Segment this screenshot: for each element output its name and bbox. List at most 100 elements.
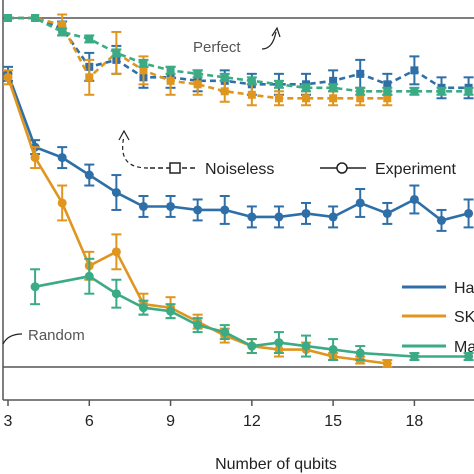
ma-noiseless-point [356,87,365,96]
ha-noiseless-series [4,14,474,100]
ma-noiseless-point [193,69,202,78]
sk-noiseless-line [8,16,388,100]
sk-experiment-point [57,198,67,208]
sk-noiseless-point [302,94,311,103]
ma-noiseless-point [274,80,283,89]
ha-experiment-line [6,73,469,222]
ma-noiseless-point [58,27,67,36]
sk-experiment-point [111,247,121,257]
x-tick-label: 15 [324,413,342,430]
ha-experiment-point [247,212,257,222]
reference-lines [3,17,474,368]
ma-noiseless-point [220,73,229,82]
ma-experiment-point [138,303,148,313]
ma-experiment-point [84,271,94,281]
x-axis-label: Number of qubits [215,456,337,473]
x-tick-label: 6 [85,413,94,430]
sk-noiseless-point [329,94,338,103]
ha-experiment-point [301,208,311,218]
x-tick-label: 12 [243,413,261,430]
ma-noiseless-line [8,16,469,93]
ma-experiment-point [220,327,230,337]
ha-experiment-point [57,153,67,163]
ma-noiseless-point [247,76,256,85]
ma-experiment-point [30,282,40,292]
x-tick-label: 18 [405,413,423,430]
ha-experiment-point [166,201,176,211]
sk-experiment-point [3,72,13,82]
ha-experiment-point [382,208,392,218]
ha-experiment-series [3,65,474,232]
ma-experiment-point [355,348,365,358]
ha-experiment-point [355,198,365,208]
ma-experiment-point [274,338,284,348]
perfect-arrow [261,31,277,50]
ha-experiment-point [436,215,446,225]
ma-experiment-point [328,345,338,355]
noiseless-arrowhead [118,129,130,141]
ha-experiment-point [111,188,121,197]
x-tick-label: 9 [166,413,175,430]
ma-experiment-series [30,257,474,362]
noiseless-arrow [122,135,149,169]
sk-noiseless-point [58,20,67,29]
ha-noiseless-point [383,80,392,89]
sk-experiment-point [30,153,40,163]
ma-noiseless-point [437,87,446,96]
perfect-annotation: Perfect [193,39,241,56]
x-tick-label: 3 [4,413,13,430]
ha-noiseless-point [329,76,338,85]
ma-experiment-point [301,341,311,351]
ma-noiseless-point [31,14,40,22]
sk-noiseless-point [193,80,202,89]
legend-noiseless-label: Noiseless [205,161,274,178]
ma-noiseless-point [410,87,419,96]
ha-experiment-point [138,201,148,211]
sk-noiseless-point [274,94,283,103]
legend-experiment-label: Experiment [375,161,456,178]
ma-experiment-point [111,289,121,299]
legend-experiment-marker [336,162,348,174]
ha-experiment-point [464,208,474,218]
ha-noiseless-point [356,69,365,78]
ha-experiment-point [328,212,338,222]
ha-experiment-point [409,194,419,204]
ma-experiment-point [464,352,474,362]
legend-noiseless-marker [169,162,181,174]
ma-noiseless-series [4,14,474,96]
sk-experiment-point [382,359,392,369]
ma-experiment-point [193,320,203,330]
ha-experiment-point [84,170,94,180]
series-legend: Ha SK Ma [402,280,474,356]
ma-experiment-point [166,306,176,316]
sk-noiseless-point [220,87,229,96]
sk-noiseless-point [139,66,148,75]
x-ticks: 3 6 9 12 15 18 [4,400,423,430]
legend-ha-label: Ha [454,280,474,297]
ma-noiseless-point [139,59,148,68]
ha-experiment-point [274,212,284,222]
ma-noiseless-point [464,87,473,96]
style-legend: Noiseless Experiment [150,161,456,178]
ha-noiseless-point [410,66,419,75]
ma-experiment-line [34,274,469,358]
ma-noiseless-point [85,34,94,43]
legend-ma-label: Ma [454,339,474,356]
perfect-arrowhead [271,26,281,38]
ma-noiseless-point [329,83,338,92]
legend-sk-label: SK [454,309,474,326]
ma-noiseless-point [383,87,392,96]
sk-noiseless-point [85,73,94,82]
random-arrow [2,333,23,345]
ma-noiseless-point [166,66,175,75]
ma-experiment-point [409,352,419,362]
ma-experiment-point [247,341,257,351]
ma-noiseless-point [4,14,12,22]
sk-noiseless-point [383,94,392,103]
ha-experiment-point [193,205,203,215]
ha-experiment-point [220,205,230,215]
sk-noiseless-point [247,90,256,99]
random-annotation: Random [28,327,85,344]
sk-noiseless-point [356,94,365,103]
